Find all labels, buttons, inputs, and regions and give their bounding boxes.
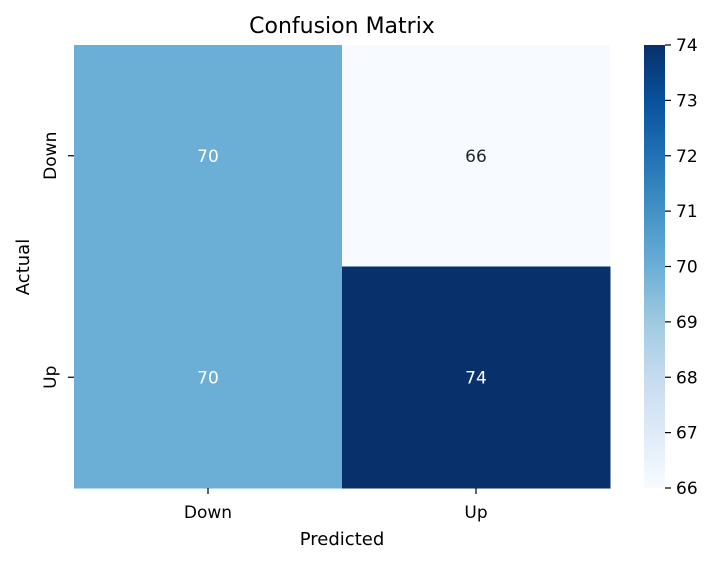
colorbar-tick-label: 70 [676, 258, 698, 278]
chart-title: Confusion Matrix [249, 14, 435, 39]
heatmap-cell [342, 266, 611, 489]
colorbar-tick-label: 68 [676, 368, 698, 388]
y-axis-label: Actual [13, 239, 34, 295]
heatmap-cell-labels: 70 66 70 74 [197, 147, 487, 389]
x-axis-label: Predicted [300, 529, 385, 550]
cell-value-label: 66 [465, 147, 487, 167]
cell-value-label: 74 [465, 368, 487, 388]
x-tick-label: Down [184, 503, 232, 523]
colorbar-tick-label: 67 [676, 424, 698, 444]
x-axis: Down Up [184, 488, 488, 523]
x-tick-label: Up [464, 503, 487, 523]
heatmap-cell [74, 45, 343, 267]
heatmap-cells [74, 45, 611, 489]
heatmap-cell [74, 266, 343, 489]
y-tick-label: Up [41, 366, 61, 389]
y-axis: Down Up [41, 132, 74, 389]
colorbar [644, 45, 665, 488]
colorbar-tick-label: 73 [676, 91, 698, 111]
heatmap-cell [342, 45, 611, 267]
cell-value-label: 70 [197, 147, 219, 167]
colorbar-tick-label: 71 [676, 202, 698, 222]
cell-value-label: 70 [197, 368, 219, 388]
colorbar-tick-label: 66 [676, 479, 698, 499]
colorbar-axis: 66 67 68 69 70 71 72 73 74 [665, 36, 698, 499]
colorbar-tick-label: 72 [676, 147, 698, 167]
colorbar-tick-label: 69 [676, 313, 698, 333]
colorbar-tick-label: 74 [676, 36, 698, 56]
y-tick-label: Down [41, 132, 61, 180]
